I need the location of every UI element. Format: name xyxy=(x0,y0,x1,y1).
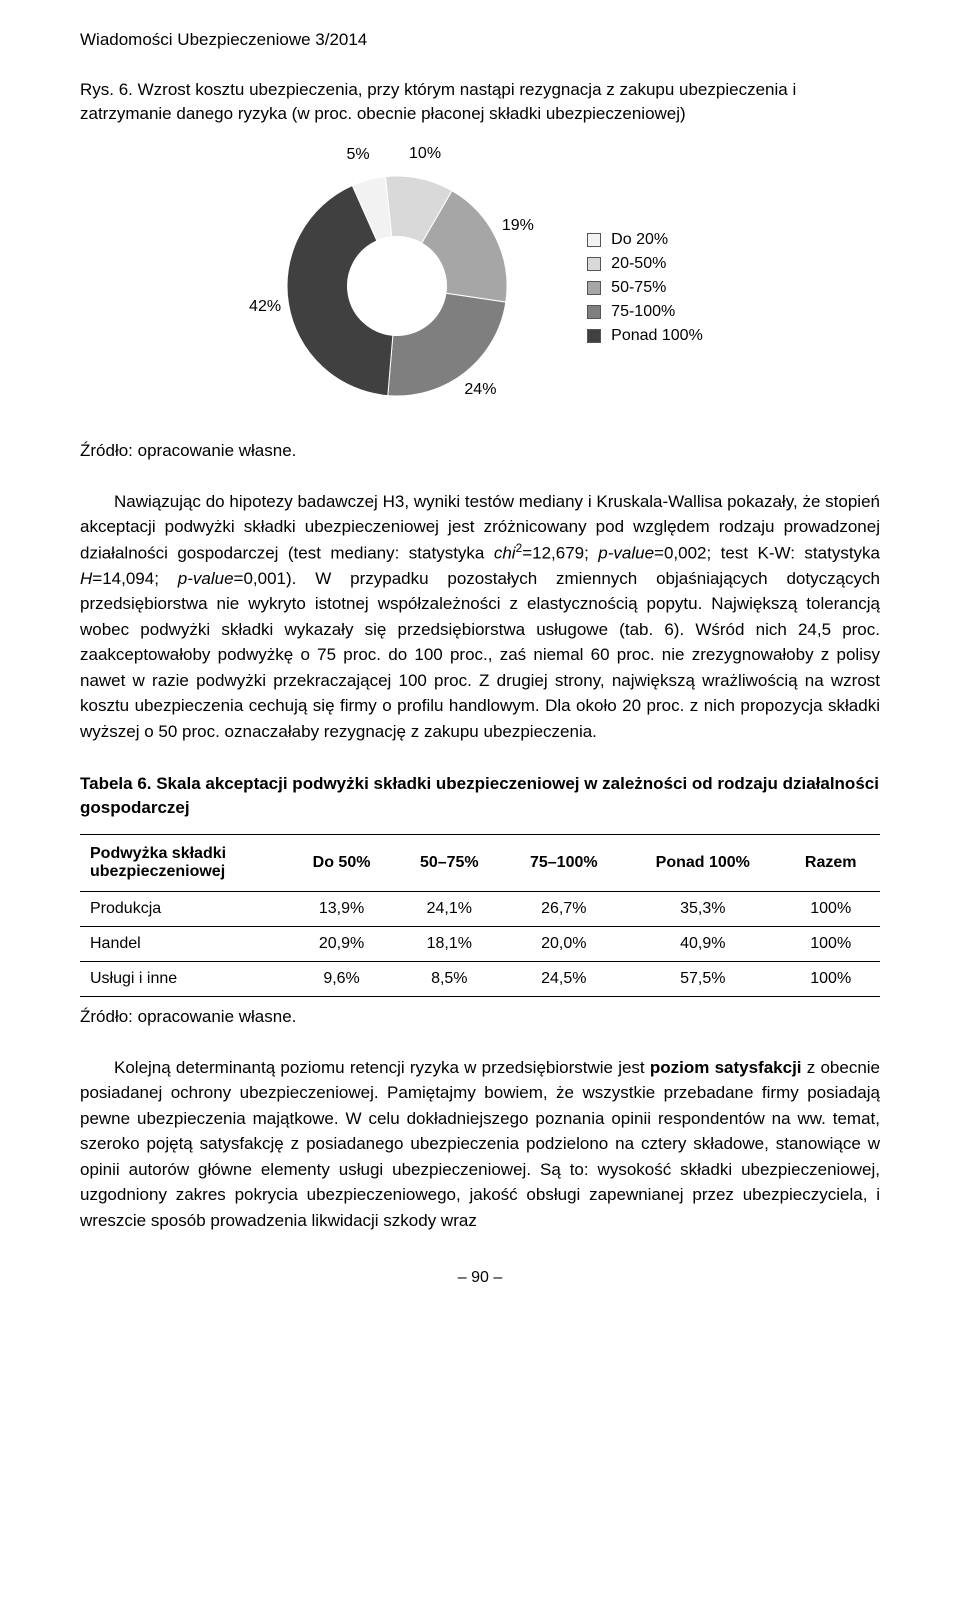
table-cell: 13,9% xyxy=(288,891,395,926)
table-header-row: Podwyżka składkiubezpieczeniowejDo 50%50… xyxy=(80,834,880,891)
table-cell: Handel xyxy=(80,926,288,961)
legend-item: Ponad 100% xyxy=(587,327,703,345)
table-col-header: Podwyżka składkiubezpieczeniowej xyxy=(80,834,288,891)
table6-title: Tabela 6. Skala akceptacji podwyżki skła… xyxy=(80,772,880,820)
legend-label: 75-100% xyxy=(611,303,675,321)
journal-header: Wiadomości Ubezpieczeniowe 3/2014 xyxy=(80,30,880,50)
table-cell: 24,5% xyxy=(503,961,624,996)
legend-item: Do 20% xyxy=(587,231,703,249)
table-cell: 100% xyxy=(781,891,880,926)
donut-chart xyxy=(257,146,537,426)
legend-swatch xyxy=(587,233,601,247)
table-col-header: 75–100% xyxy=(503,834,624,891)
table-cell: 100% xyxy=(781,961,880,996)
table-cell: 35,3% xyxy=(624,891,781,926)
chart-legend: Do 20% 20-50% 50-75% 75-100% Ponad 100% xyxy=(587,231,703,345)
legend-label: Do 20% xyxy=(611,231,668,249)
table-row: Produkcja13,9%24,1%26,7%35,3%100% xyxy=(80,891,880,926)
body-paragraph-2: Kolejną determinantą poziomu retencji ry… xyxy=(80,1055,880,1234)
legend-item: 20-50% xyxy=(587,255,703,273)
body-paragraph-1: Nawiązując do hipotezy badawczej H3, wyn… xyxy=(80,489,880,745)
table-cell: 8,5% xyxy=(395,961,503,996)
table6-source: Źródło: opracowanie własne. xyxy=(80,1007,880,1027)
table-col-header: Ponad 100% xyxy=(624,834,781,891)
legend-swatch xyxy=(587,305,601,319)
table-cell: 26,7% xyxy=(503,891,624,926)
table-col-header: Razem xyxy=(781,834,880,891)
legend-label: 50-75% xyxy=(611,279,666,297)
figure-source: Źródło: opracowanie własne. xyxy=(80,441,880,461)
donut-slice xyxy=(388,293,506,396)
table-cell: 18,1% xyxy=(395,926,503,961)
legend-swatch xyxy=(587,281,601,295)
table-row: Usługi i inne9,6%8,5%24,5%57,5%100% xyxy=(80,961,880,996)
table-cell: 40,9% xyxy=(624,926,781,961)
table-cell: 20,0% xyxy=(503,926,624,961)
table-col-header: 50–75% xyxy=(395,834,503,891)
table-cell: 9,6% xyxy=(288,961,395,996)
page-number: – 90 – xyxy=(80,1269,880,1287)
legend-swatch xyxy=(587,329,601,343)
table-cell: 100% xyxy=(781,926,880,961)
table-cell: 57,5% xyxy=(624,961,781,996)
legend-swatch xyxy=(587,257,601,271)
table-col-header: Do 50% xyxy=(288,834,395,891)
legend-label: Ponad 100% xyxy=(611,327,703,345)
table6: Podwyżka składkiubezpieczeniowejDo 50%50… xyxy=(80,834,880,997)
figure-caption: Rys. 6. Wzrost kosztu ubezpieczenia, prz… xyxy=(80,78,880,126)
table-cell: 24,1% xyxy=(395,891,503,926)
table-cell: 20,9% xyxy=(288,926,395,961)
legend-label: 20-50% xyxy=(611,255,666,273)
table-cell: Usługi i inne xyxy=(80,961,288,996)
table-cell: Produkcja xyxy=(80,891,288,926)
legend-item: 75-100% xyxy=(587,303,703,321)
legend-item: 50-75% xyxy=(587,279,703,297)
donut-chart-container: 5%10%19%24%42% Do 20%20-50%50-75%75-100%… xyxy=(80,146,880,431)
table-row: Handel20,9%18,1%20,0%40,9%100% xyxy=(80,926,880,961)
